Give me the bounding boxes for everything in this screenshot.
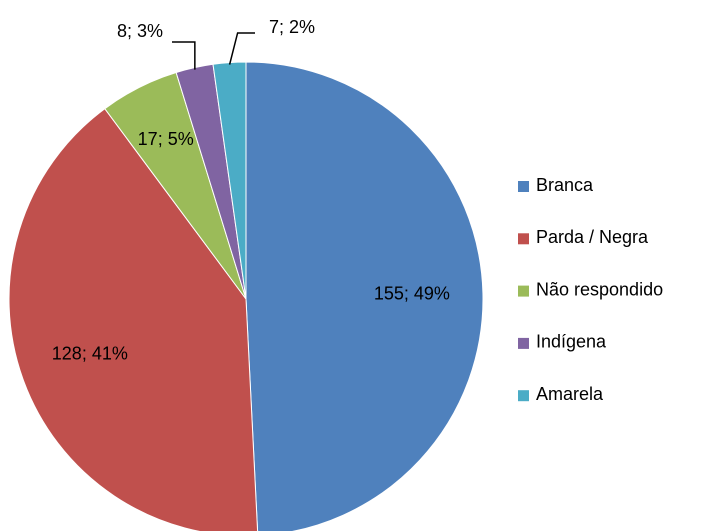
leader-line: [172, 41, 196, 70]
data-label: 8; 3%: [117, 21, 163, 41]
leader-line: [228, 32, 255, 65]
data-label: 7; 2%: [269, 17, 315, 37]
legend-swatch: [518, 233, 529, 245]
data-label: 128; 41%: [52, 344, 128, 364]
legend-swatch: [518, 390, 529, 402]
legend-label: Parda / Negra: [536, 227, 649, 247]
data-label: 155; 49%: [374, 284, 450, 304]
legend-label: Amarela: [536, 384, 604, 404]
data-label: 17; 5%: [138, 129, 194, 149]
pie-slice: [8, 107, 259, 531]
legend-swatch: [518, 337, 529, 349]
pie-slice: [245, 61, 484, 531]
legend-label: Indígena: [536, 332, 607, 352]
legend-swatch: [518, 285, 529, 297]
legend-swatch: [518, 181, 529, 192]
legend-label: Não respondido: [536, 279, 663, 299]
legend-label: Branca: [536, 175, 594, 195]
